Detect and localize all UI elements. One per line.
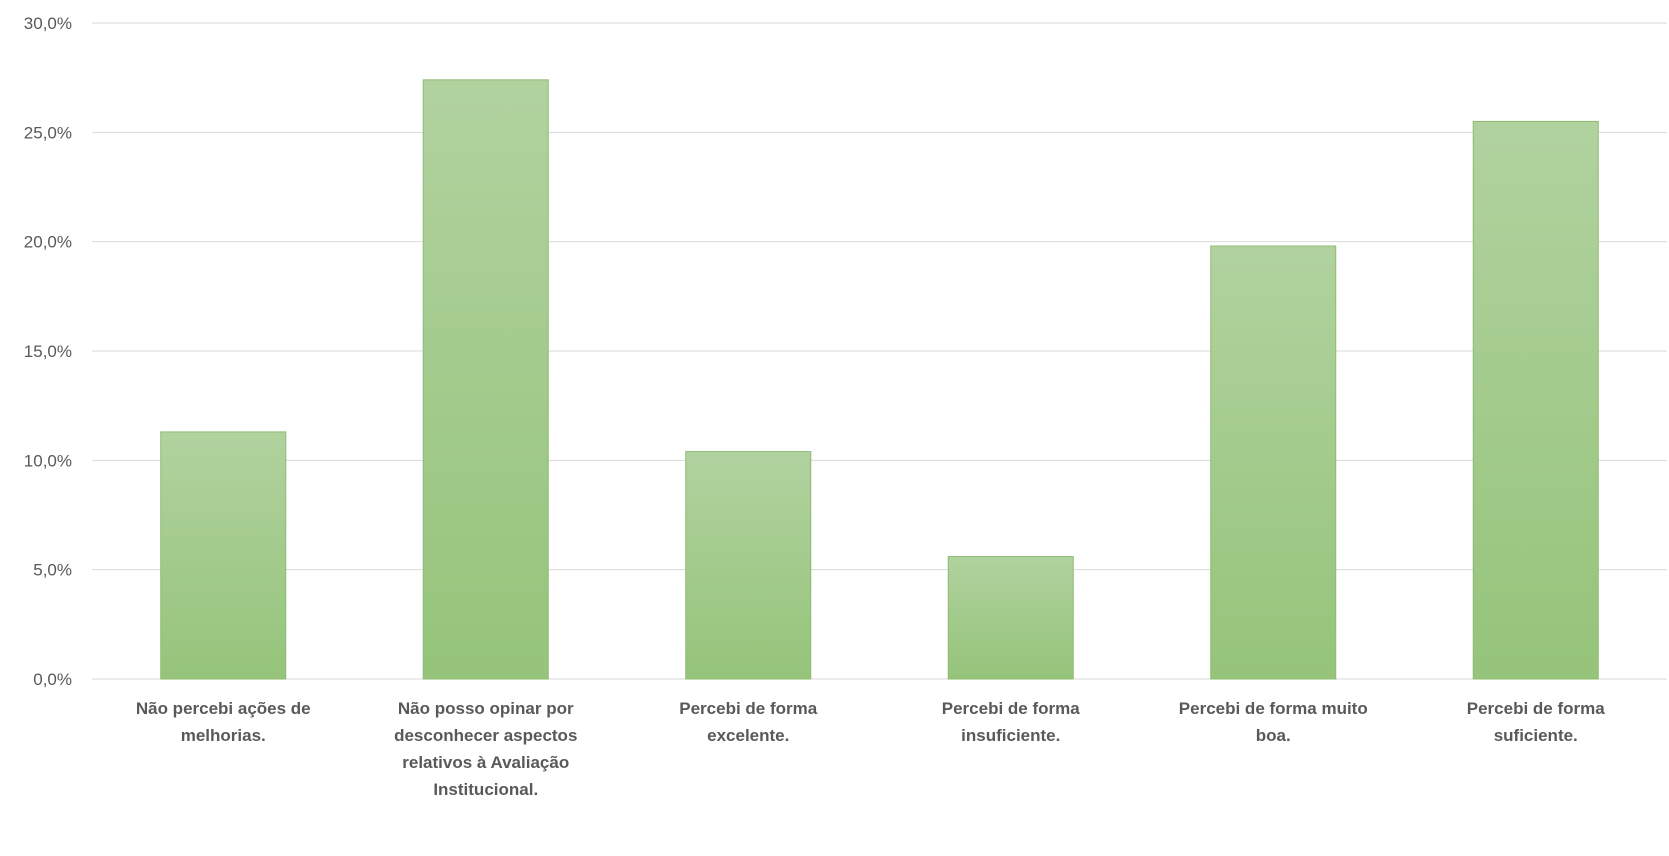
x-category-label-line: insuficiente. — [961, 726, 1060, 745]
x-category-label-line: excelente. — [707, 726, 789, 745]
bar — [1210, 245, 1337, 680]
y-axis-tick-labels: 0,0% 5,0% 10,0% 15,0% 20,0% 25,0% 30,0% — [24, 14, 72, 689]
x-category-label-line: Institucional. — [433, 780, 538, 799]
x-category-label-line: boa. — [1256, 726, 1291, 745]
bar — [160, 431, 287, 680]
y-tick-label: 30,0% — [24, 14, 72, 33]
y-tick-label: 5,0% — [33, 561, 72, 580]
x-category-label: Não percebi ações de melhorias. — [136, 699, 311, 745]
y-tick-label: 15,0% — [24, 342, 72, 361]
x-category-label: Percebi de forma suficiente. — [1467, 699, 1605, 745]
x-category-label-line: desconhecer aspectos — [394, 726, 577, 745]
x-category-label: Percebi de forma insuficiente. — [942, 699, 1080, 745]
bar — [1472, 120, 1599, 680]
y-tick-label: 25,0% — [24, 123, 72, 142]
x-category-label-line: melhorias. — [181, 726, 266, 745]
x-category-label-line: Não posso opinar por — [398, 699, 574, 718]
x-category-label: Não posso opinar por desconhecer aspectos… — [394, 699, 577, 799]
x-category-label-line: relativos à Avaliação — [402, 753, 569, 772]
x-category-label: Percebi de forma excelente. — [679, 699, 817, 745]
y-tick-label: 10,0% — [24, 451, 72, 470]
bar — [685, 451, 812, 680]
bar — [422, 79, 549, 680]
y-tick-label: 20,0% — [24, 233, 72, 252]
x-category-label-line: Percebi de forma — [679, 699, 817, 718]
bars — [160, 79, 1599, 680]
x-category-label-line: Percebi de forma — [942, 699, 1080, 718]
gridlines — [92, 22, 1667, 680]
x-category-label-line: Percebi de forma — [1467, 699, 1605, 718]
x-axis-category-labels: Não percebi ações de melhorias. Não posso … — [136, 699, 1605, 799]
x-category-label-line: Percebi de forma muito — [1179, 699, 1368, 718]
x-category-label-line: suficiente. — [1494, 726, 1578, 745]
bar — [947, 556, 1074, 680]
y-tick-label: 0,0% — [33, 670, 72, 689]
x-category-label-line: Não percebi ações de — [136, 699, 311, 718]
x-category-label: Percebi de forma muito boa. — [1179, 699, 1368, 745]
